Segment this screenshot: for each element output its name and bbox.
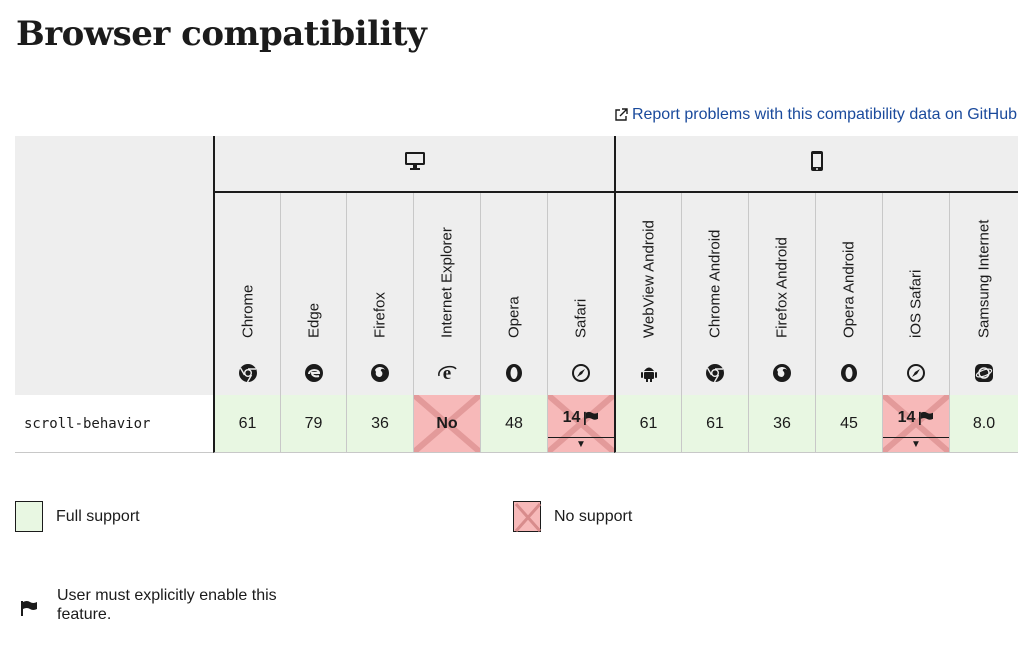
edge-icon xyxy=(304,363,324,383)
flag-icon xyxy=(20,600,38,616)
android-icon xyxy=(639,363,659,383)
browser-name: Chrome xyxy=(239,284,256,338)
support-value: 61 xyxy=(238,414,257,432)
browser-name: Firefox Android xyxy=(773,237,791,338)
support-cell-firefox-android: 36 xyxy=(748,395,815,453)
compat-table: scroll-behavior Chrome 61 Edge 79 Firefox 36 I… xyxy=(15,136,1018,453)
svg-text:e: e xyxy=(443,363,451,383)
expand-toggle[interactable]: ▼ xyxy=(548,437,614,452)
opera-icon xyxy=(504,363,524,383)
platform-desktop-header xyxy=(213,136,614,193)
support-value: 45 xyxy=(840,414,858,432)
support-cell-edge: 79 xyxy=(280,395,346,453)
opera-icon xyxy=(839,363,859,383)
browser-header-chrome-android: Chrome Android xyxy=(681,193,748,395)
samsung-internet-icon xyxy=(974,363,994,383)
feature-name: scroll-behavior xyxy=(15,395,213,453)
browser-header-ios-safari: iOS Safari xyxy=(882,193,949,395)
firefox-icon xyxy=(370,363,390,383)
flag-icon xyxy=(583,411,599,425)
browser-name: iOS Safari xyxy=(907,269,925,338)
support-value: 36 xyxy=(773,414,791,432)
support-value: No xyxy=(436,414,458,432)
firefox-icon xyxy=(772,363,792,383)
browser-header-safari: Safari xyxy=(547,193,614,395)
support-value: 8.0 xyxy=(972,414,996,432)
browser-name: WebView Android xyxy=(640,220,657,338)
browser-name: Samsung Internet xyxy=(975,219,993,338)
support-cell-ios-safari[interactable]: 14 ▼ xyxy=(882,395,949,453)
browser-name: Opera xyxy=(505,296,523,338)
browser-name: Firefox xyxy=(371,292,389,338)
support-cell-opera: 48 xyxy=(480,395,547,453)
safari-icon xyxy=(571,363,591,383)
browser-header-internet-explorer: Internet Explorer e xyxy=(413,193,480,395)
browser-header-firefox-android: Firefox Android xyxy=(748,193,815,395)
support-cell-firefox: 36 xyxy=(346,395,413,453)
page-title: Browser compatibility xyxy=(16,14,427,54)
support-value: 61 xyxy=(706,414,724,432)
report-problems-link[interactable]: Report problems with this compatibility … xyxy=(614,106,1017,124)
mobile-icon xyxy=(810,150,824,177)
table-corner xyxy=(15,136,213,395)
support-value: 14 xyxy=(897,409,916,426)
browser-name: Chrome Android xyxy=(706,229,724,338)
browser-header-firefox: Firefox xyxy=(346,193,413,395)
support-cell-chrome-android: 61 xyxy=(681,395,748,453)
no-support-cross xyxy=(548,395,614,452)
support-value: 14 xyxy=(562,409,581,426)
browser-name: Edge xyxy=(305,302,322,338)
support-value: 36 xyxy=(371,414,389,432)
chrome-icon xyxy=(238,363,258,383)
browser-header-edge: Edge xyxy=(280,193,346,395)
safari-icon xyxy=(906,363,926,383)
support-cell-chrome: 61 xyxy=(213,395,280,453)
desktop-icon xyxy=(404,151,426,176)
no-support-swatch xyxy=(513,501,542,532)
browser-header-opera: Opera xyxy=(480,193,547,395)
support-cell-internet-explorer: No xyxy=(413,395,480,453)
browser-header-opera-android: Opera Android xyxy=(815,193,882,395)
platform-mobile-header xyxy=(614,136,1018,193)
full-support-swatch xyxy=(15,501,43,532)
legend-no-support: No support xyxy=(513,501,632,532)
browser-header-chrome: Chrome xyxy=(213,193,280,395)
browser-header-samsung-internet: Samsung Internet xyxy=(949,193,1018,395)
browser-header-webview-android: WebView Android xyxy=(614,193,681,395)
support-cell-opera-android: 45 xyxy=(815,395,882,453)
report-problems-label: Report problems with this compatibility … xyxy=(631,106,1017,123)
legend-flag-note: User must explicitly enable this feature… xyxy=(57,587,277,623)
support-value: 61 xyxy=(639,414,658,432)
chrome-icon xyxy=(705,363,725,383)
browser-name: Safari xyxy=(572,298,590,338)
flag-icon xyxy=(918,411,934,425)
browser-name: Opera Android xyxy=(840,241,858,338)
support-cell-safari[interactable]: 14 ▼ xyxy=(547,395,614,453)
browser-name: Internet Explorer xyxy=(438,227,456,338)
support-value: 79 xyxy=(304,414,323,432)
no-support-cross xyxy=(414,395,480,452)
expand-toggle[interactable]: ▼ xyxy=(883,437,949,452)
legend-full-support-label: Full support xyxy=(56,507,140,525)
external-link-icon xyxy=(614,108,628,122)
legend-full-support: Full support xyxy=(15,501,140,532)
legend-no-support-label: No support xyxy=(554,507,633,525)
support-cell-webview-android: 61 xyxy=(614,395,681,453)
support-value: 48 xyxy=(505,414,523,432)
internet-explorer-icon: e xyxy=(437,363,457,383)
no-support-cross xyxy=(883,395,949,452)
support-cell-samsung-internet: 8.0 xyxy=(949,395,1018,453)
